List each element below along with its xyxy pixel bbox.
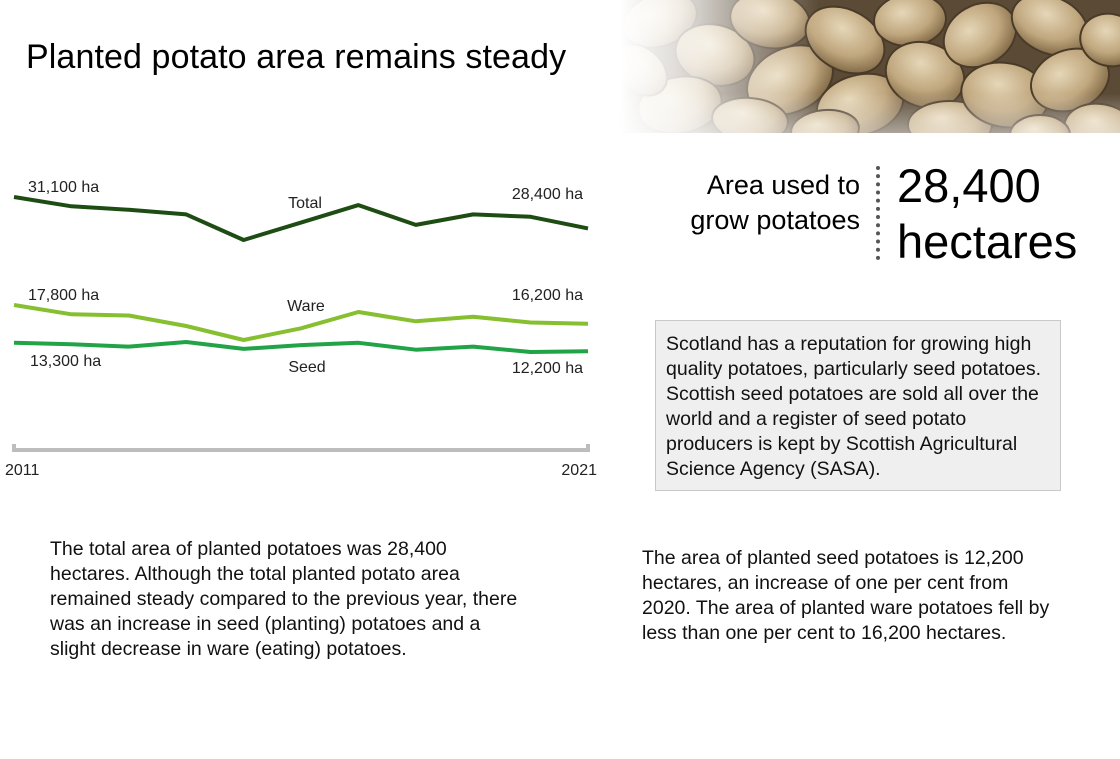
data-label-end-total: 28,400 ha bbox=[512, 186, 583, 203]
page-title: Planted potato area remains steady bbox=[26, 38, 567, 76]
stat-value-number: 28,400 bbox=[897, 159, 1041, 212]
x-tick-label-end: 2021 bbox=[561, 462, 597, 479]
info-box: Scotland has a reputation for growing hi… bbox=[655, 320, 1061, 491]
stat-label-line1: Area used to bbox=[706, 170, 860, 200]
series-name-total: Total bbox=[288, 195, 322, 212]
line-chart: Total 31,100 ha 28,400 ha Ware 17,800 ha 16,2… bbox=[5, 179, 597, 479]
series-line-seed bbox=[13, 340, 589, 354]
series-line-total bbox=[13, 195, 589, 242]
data-label-end-seed: 12,200 ha bbox=[512, 360, 583, 377]
series-name-ware: Ware bbox=[287, 298, 325, 315]
stat-value: 28,400 hectares bbox=[897, 158, 1077, 270]
x-tick-label-start: 2011 bbox=[5, 462, 40, 479]
stat-label-line2: grow potatoes bbox=[690, 205, 860, 235]
stat-divider bbox=[876, 166, 880, 260]
data-label-start-seed: 13,300 ha bbox=[30, 353, 101, 370]
data-label-end-ware: 16,200 ha bbox=[512, 287, 583, 304]
stat-value-unit: hectares bbox=[897, 215, 1078, 268]
potatoes-photo bbox=[620, 0, 1120, 133]
data-label-start-ware: 17,800 ha bbox=[28, 287, 99, 304]
series-line-ware bbox=[13, 303, 589, 342]
summary-paragraph-seed-ware: The area of planted seed potatoes is 12,… bbox=[642, 547, 1050, 644]
summary-paragraph-total: The total area of planted potatoes was 2… bbox=[50, 538, 518, 660]
series-name-seed: Seed bbox=[288, 359, 325, 376]
stat-label: Area used to grow potatoes bbox=[650, 168, 860, 238]
data-label-start-total: 31,100 ha bbox=[28, 179, 99, 196]
